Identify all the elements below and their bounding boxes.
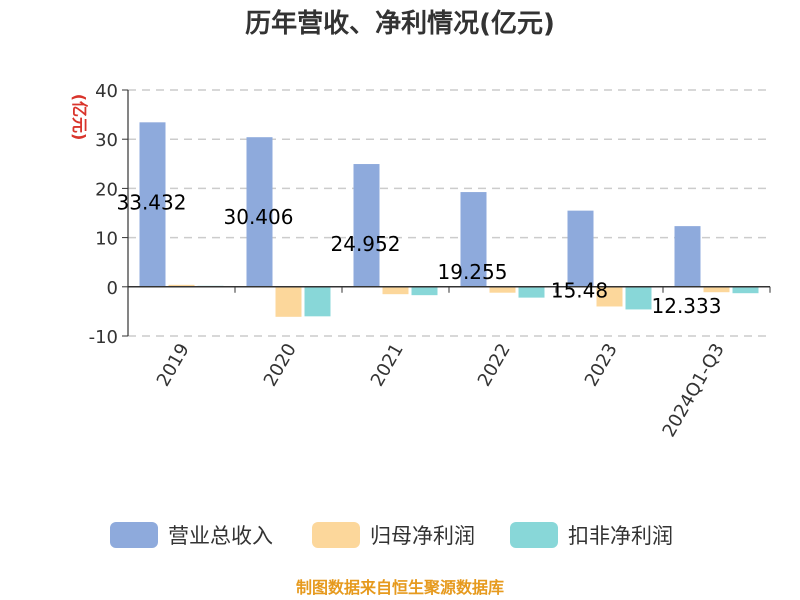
data-label: 15.48 (551, 279, 608, 303)
legend-swatch (312, 522, 360, 548)
x-tick-label: 2022 (474, 340, 515, 390)
bar-2-4 (625, 286, 652, 310)
y-axis-ticks: 40 30 20 10 0 -10 (89, 81, 129, 348)
bar-0-0 (139, 122, 166, 287)
grid-lines (128, 89, 770, 337)
source-note: 制图数据来自恒生聚源数据库 (296, 578, 504, 597)
bar-1-1 (275, 286, 302, 317)
x-tick-label: 2023 (581, 340, 622, 390)
data-labels: 33.432 30.406 24.952 19.255 15.48 12.333 (117, 190, 722, 318)
bar-1-4 (596, 286, 623, 307)
bar-1-0 (168, 284, 195, 287)
legend-label: 营业总收入 (168, 524, 273, 548)
y-tick-label: 30 (95, 130, 118, 151)
legend: 营业总收入 归母净利润 扣非净利润 (110, 522, 673, 548)
chart-title: 历年营收、净利情况(亿元) (245, 8, 555, 39)
data-label: 33.432 (117, 190, 187, 214)
legend-swatch (510, 522, 558, 548)
bar-0-5 (674, 226, 701, 287)
x-tick-label: 2019 (153, 340, 194, 390)
legend-label: 扣非净利润 (568, 524, 673, 548)
x-tick-label: 2020 (260, 340, 301, 390)
bar-2-1 (304, 286, 331, 317)
y-tick-label: 0 (107, 278, 118, 299)
y-tick-label: -10 (89, 327, 118, 348)
y-tick-label: 40 (95, 81, 118, 102)
data-label: 19.255 (438, 260, 508, 284)
x-axis (127, 286, 771, 293)
bar-1-2 (382, 286, 409, 295)
bar-1-3 (489, 286, 516, 293)
bar-2-3 (518, 286, 545, 298)
bar-2-2 (411, 286, 438, 296)
bar-0-4 (567, 210, 594, 287)
y-tick-label: 20 (95, 179, 118, 200)
y-axis-label: (亿元) (70, 94, 89, 141)
bars (139, 122, 759, 317)
data-label: 30.406 (224, 205, 294, 229)
x-axis-ticks: 2019 2020 2021 2022 2023 2024Q1-Q3 (153, 340, 729, 441)
x-tick-label: 2021 (367, 340, 408, 390)
bar-0-1 (246, 137, 273, 287)
bar-0-3 (460, 192, 487, 287)
legend-label: 归母净利润 (370, 524, 475, 548)
data-label: 24.952 (331, 232, 401, 256)
bar-0-2 (353, 164, 380, 287)
y-tick-label: 10 (95, 229, 118, 250)
bar-1-5 (703, 286, 730, 293)
legend-swatch (110, 522, 158, 548)
x-tick-label: 2024Q1-Q3 (659, 340, 729, 441)
bar-2-5 (732, 286, 759, 294)
data-label: 12.333 (652, 294, 722, 318)
